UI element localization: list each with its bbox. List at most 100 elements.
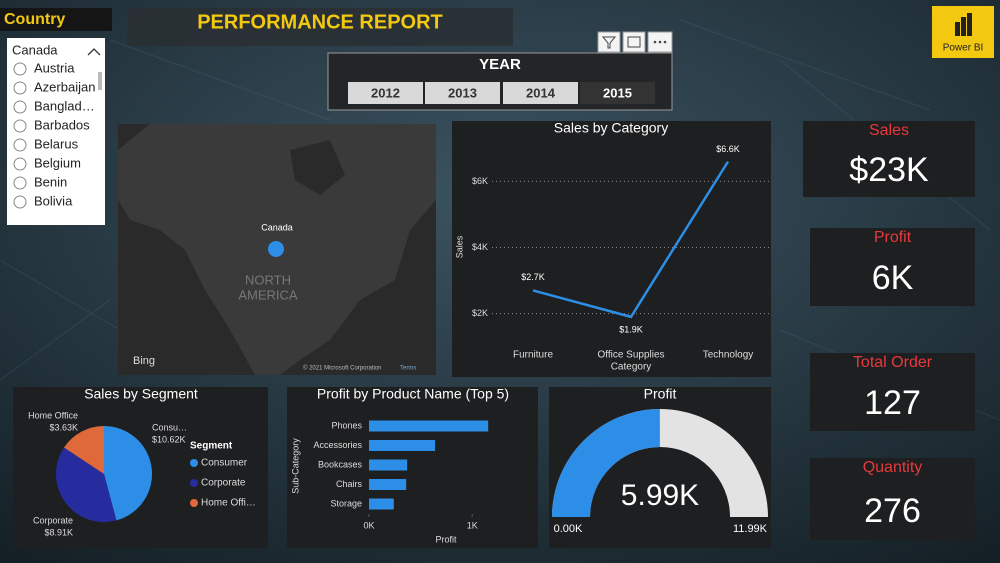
- y-axis-label: Sub-Category: [290, 438, 300, 494]
- kpi-label: Profit: [874, 229, 912, 246]
- kpi-label: Total Order: [853, 354, 933, 371]
- kpi-value: $23K: [849, 151, 929, 189]
- gauge-min: 0.00K: [554, 523, 583, 535]
- data-label: $1.9K: [619, 324, 643, 334]
- map-point-label: Canada: [261, 222, 293, 232]
- x-axis-label: Profit: [435, 534, 457, 544]
- kpi-value: 6K: [872, 259, 914, 297]
- pie-slice[interactable]: [55, 447, 117, 522]
- bar[interactable]: [369, 459, 408, 471]
- legend-title: Segment: [190, 441, 233, 452]
- country-item: Barbados: [34, 117, 90, 132]
- map-point[interactable]: [268, 241, 284, 257]
- year-button[interactable]: [503, 82, 578, 104]
- slice-label: Corporate: [33, 515, 73, 525]
- bar[interactable]: [369, 440, 436, 451]
- x-tick-label: 1K: [467, 520, 478, 530]
- y-tick-label: Bookcases: [318, 459, 363, 469]
- kpi-card: [803, 121, 975, 197]
- year-option: 2013: [448, 85, 477, 100]
- year-button[interactable]: [348, 82, 423, 104]
- map-provider: Bing: [133, 355, 155, 367]
- filter-glyph: [601, 36, 617, 49]
- map-terms[interactable]: Terms: [400, 366, 416, 372]
- year-title: YEAR: [479, 56, 521, 73]
- country-selected[interactable]: Canada: [12, 42, 58, 57]
- year-option: 2012: [371, 85, 400, 100]
- bar[interactable]: [369, 420, 489, 432]
- country-item: Bolivia: [34, 193, 73, 208]
- country-header: [0, 8, 112, 31]
- country-item: Azerbaijan: [34, 79, 95, 94]
- year-button[interactable]: [580, 82, 655, 104]
- legend-swatch: [190, 479, 198, 487]
- country-radio[interactable]: [13, 195, 27, 209]
- legend-label: Consumer: [201, 458, 248, 469]
- legend-label: Home Offi…: [201, 498, 256, 509]
- filter-icon[interactable]: [597, 31, 621, 53]
- y-tick-label: Chairs: [336, 479, 363, 489]
- country-radio[interactable]: [13, 119, 27, 133]
- powerbi-logo: [955, 13, 972, 36]
- x-tick-label: Office Supplies: [597, 350, 664, 361]
- chart-title: Sales by Category: [554, 120, 668, 136]
- chart-title: Sales by Segment: [84, 386, 198, 402]
- bar[interactable]: [369, 479, 407, 490]
- x-tick-label: Furniture: [513, 350, 553, 361]
- focus-icon[interactable]: [622, 31, 646, 53]
- kpi-value: 276: [864, 492, 921, 530]
- year-button[interactable]: [425, 82, 500, 104]
- x-tick-label: 0K: [363, 520, 374, 530]
- scrollbar: [98, 72, 102, 90]
- legend-swatch: [190, 499, 198, 507]
- y-tick-label: Storage: [330, 498, 362, 508]
- kpi-label: Quantity: [863, 459, 923, 476]
- kpi-card: [810, 228, 975, 306]
- slice-value: $8.91K: [44, 527, 73, 537]
- line-panel: [452, 121, 771, 377]
- bay: [290, 140, 345, 195]
- chart-title: Profit: [644, 386, 677, 402]
- kpi-card: [810, 353, 975, 431]
- y-tick-label: $4K: [472, 242, 488, 252]
- kpi-value: 127: [864, 384, 921, 422]
- country-title: Country: [4, 11, 65, 28]
- map-region: AMERICA: [238, 287, 298, 302]
- map-copyright: © 2021 Microsoft Corporation: [303, 365, 381, 372]
- gauge-max: 11.99K: [733, 523, 768, 535]
- slice-label: Consu…: [152, 422, 187, 432]
- slice-label: Home Office: [28, 410, 78, 420]
- year-option: 2014: [526, 85, 556, 100]
- country-radio[interactable]: [13, 100, 27, 114]
- country-radio[interactable]: [13, 176, 27, 190]
- data-label: $2.7K: [521, 272, 545, 282]
- powerbi-label: Power BI: [943, 43, 984, 54]
- country-radio[interactable]: [13, 157, 27, 171]
- pie-slice[interactable]: [104, 426, 153, 521]
- y-tick-label: $2K: [472, 308, 488, 318]
- country-item: Belarus: [34, 136, 79, 151]
- kpi-card: [810, 458, 975, 540]
- country-radio[interactable]: [13, 81, 27, 95]
- y-tick-label: Phones: [331, 420, 362, 430]
- country-radio[interactable]: [13, 138, 27, 152]
- focus-glyph: [627, 36, 641, 48]
- line: [532, 160, 730, 319]
- report-title: PERFORMANCE REPORT: [197, 11, 443, 33]
- legend-label: Corporate: [201, 478, 246, 489]
- x-tick-label: Technology: [703, 350, 754, 361]
- year-option: 2015: [603, 85, 632, 100]
- slice-value: $10.62K: [152, 434, 186, 444]
- map-region: NORTH: [245, 272, 291, 287]
- country-radio[interactable]: [13, 62, 27, 76]
- gauge-fill: [552, 409, 660, 517]
- visual-icons: [597, 31, 673, 53]
- country-item: Benin: [34, 174, 67, 189]
- pie-slice[interactable]: [64, 426, 104, 474]
- gauge-value: 5.99K: [621, 479, 699, 512]
- bar[interactable]: [369, 498, 394, 510]
- kpi-label: Sales: [869, 122, 909, 139]
- chevron[interactable]: [87, 48, 101, 56]
